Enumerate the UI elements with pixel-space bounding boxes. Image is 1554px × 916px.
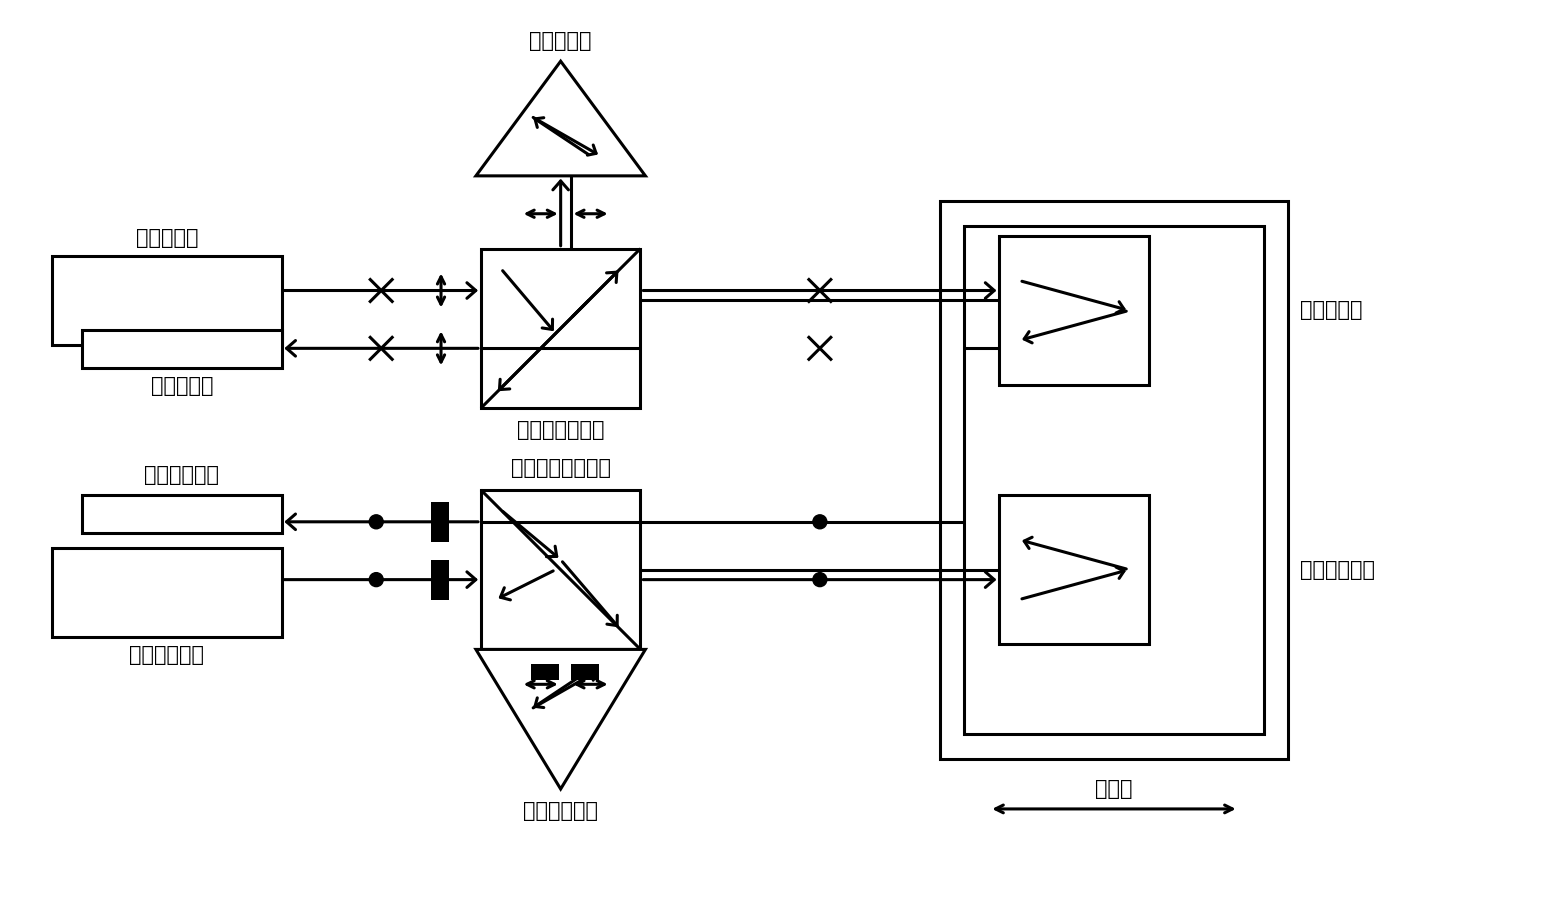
Bar [570, 664, 598, 681]
Text: 标准激光器: 标准激光器 [135, 228, 197, 247]
Bar [999, 495, 1148, 645]
Circle shape [370, 572, 384, 586]
Text: 被校准激光器: 被校准激光器 [129, 646, 205, 665]
Bar [430, 502, 449, 541]
Bar [53, 548, 281, 638]
Circle shape [813, 572, 827, 586]
Bar [430, 560, 449, 600]
Bar [480, 490, 640, 649]
Text: 标准接收器: 标准接收器 [151, 376, 213, 397]
Circle shape [813, 515, 827, 529]
Bar [999, 235, 1148, 386]
Bar [940, 201, 1288, 759]
Circle shape [370, 515, 384, 529]
Bar [82, 331, 281, 368]
Text: 标准参考镜: 标准参考镜 [530, 31, 592, 51]
Polygon shape [1004, 500, 1144, 639]
Bar [531, 664, 559, 681]
Text: 运动台: 运动台 [1096, 779, 1133, 799]
Text: 标准偏振分光镜: 标准偏振分光镜 [517, 420, 605, 440]
Text: 被校准参考镜: 被校准参考镜 [524, 801, 598, 821]
Polygon shape [1004, 241, 1144, 380]
Text: 被校准接收器: 被校准接收器 [145, 465, 219, 485]
Polygon shape [476, 649, 645, 789]
Bar [965, 225, 1263, 734]
Bar [480, 248, 640, 409]
Text: 被校准偏振分光镜: 被校准偏振分光镜 [511, 458, 611, 478]
Text: 被校准测量镜: 被校准测量镜 [1301, 560, 1375, 580]
Bar [82, 495, 281, 533]
Bar [53, 256, 281, 345]
Polygon shape [476, 61, 645, 176]
Text: 标准测量镜: 标准测量镜 [1301, 300, 1363, 321]
